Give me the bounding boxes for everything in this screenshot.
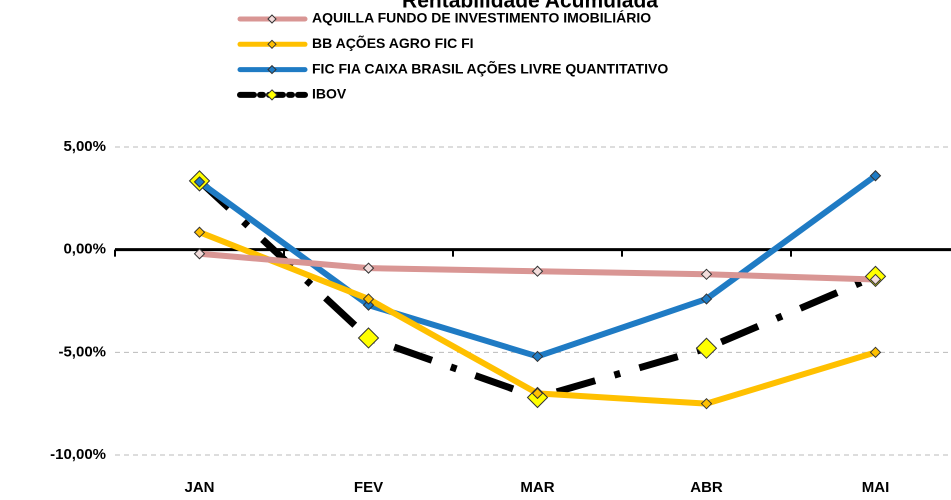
data-point (357, 327, 380, 349)
x-tick-label: MAR (520, 479, 554, 496)
data-point (869, 273, 882, 286)
data-point (700, 268, 713, 281)
data-point (193, 176, 206, 188)
legend-marker (267, 39, 277, 50)
y-tick-label: 5,00% (63, 138, 106, 155)
legend-label: AQUILLA FUNDO DE INVESTIMENTO IMOBILIÁRI… (312, 10, 651, 26)
y-tick-label: -10,00% (50, 446, 106, 463)
data-point (695, 337, 718, 359)
x-tick-label: MAI (862, 479, 890, 496)
x-tick-label: JAN (184, 479, 214, 496)
legend-label: FIC FIA CAIXA BRASIL AÇÕES LIVRE QUANTIT… (312, 59, 668, 76)
legend-label: BB AÇÕES AGRO FIC FI (312, 34, 474, 51)
data-point (362, 299, 375, 311)
data-point (531, 387, 544, 400)
x-tick-label: FEV (354, 479, 383, 496)
chart-title: Rentabilidade Acumulada (402, 0, 658, 13)
data-point (362, 262, 375, 274)
legend-label: IBOV (312, 86, 347, 102)
legend-marker (267, 64, 277, 75)
data-point (193, 226, 206, 238)
data-point (531, 265, 544, 277)
data-point (193, 248, 206, 260)
data-point (700, 293, 713, 305)
series-line (197, 178, 877, 402)
data-point (362, 293, 375, 305)
y-tick-label: 0,00% (63, 241, 106, 258)
data-point (869, 346, 882, 359)
legend-marker (267, 14, 277, 24)
y-tick-label: -5,00% (58, 343, 106, 360)
data-point (869, 170, 882, 182)
data-point (700, 397, 713, 410)
x-tick-label: ABR (690, 479, 723, 496)
legend-marker (266, 89, 278, 101)
data-point (531, 350, 544, 363)
